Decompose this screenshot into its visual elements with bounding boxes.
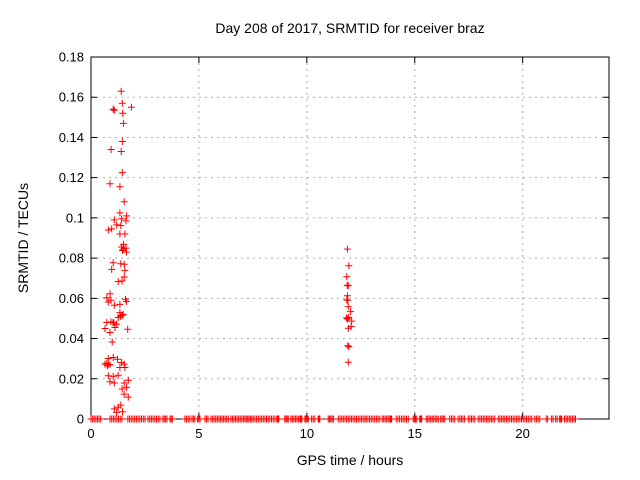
y-tick-label: 0.18 [59, 50, 84, 65]
axis-ticks [90, 56, 609, 420]
x-tick-label: 20 [515, 426, 529, 441]
x-tick-label: 15 [408, 426, 422, 441]
y-tick-label: 0.08 [59, 251, 84, 266]
x-axis-title: GPS time / hours [296, 452, 404, 468]
y-tick-label: 0.04 [59, 331, 84, 346]
plot-border [90, 56, 610, 420]
markers-cluster-early-morning [101, 87, 135, 416]
x-tick-label: 10 [300, 426, 314, 441]
x-tick-label: 5 [195, 426, 202, 441]
y-tick-label: 0.16 [59, 90, 84, 105]
y-axis-title-text: SRMTID / TECUs [15, 182, 32, 294]
x-tick-label: 0 [87, 426, 94, 441]
y-tick-label: 0 [77, 412, 84, 427]
markers-cluster-midday [343, 245, 356, 366]
y-tick-label: 0.02 [59, 371, 84, 386]
y-tick-label: 0.1 [66, 210, 84, 225]
y-tick-label: 0.12 [59, 170, 84, 185]
chart-title: Day 208 of 2017, SRMTID for receiver bra… [215, 20, 485, 36]
y-tick-label: 0.14 [59, 130, 84, 145]
y-tick-label: 0.06 [59, 291, 84, 306]
markers-baseline-band [87, 415, 579, 423]
